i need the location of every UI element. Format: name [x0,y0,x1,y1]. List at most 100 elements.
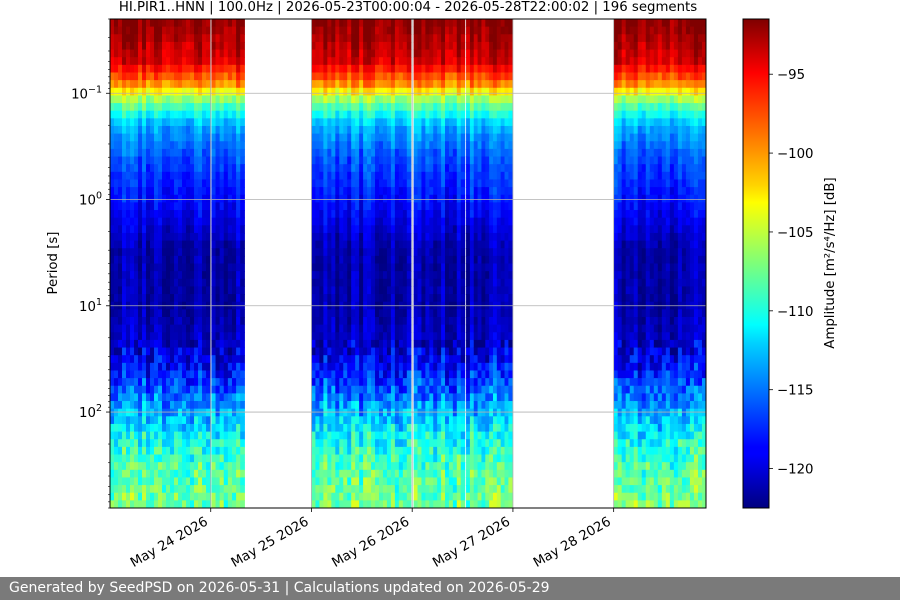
heatmap-cell [379,187,384,196]
heatmap-cell [154,431,159,440]
heatmap-cell [202,362,207,372]
heatmap-cell [331,49,336,58]
heatmap-cell [319,232,324,242]
heatmap-cell [339,485,344,494]
heatmap-cell [390,309,396,318]
heatmap-cell [198,408,203,417]
heatmap-cell [421,26,426,35]
heatmap-cell [174,133,179,142]
heatmap-cell [331,286,336,295]
heatmap-cell [429,423,434,433]
heatmap-cell [150,431,155,440]
heatmap-cell [460,217,466,226]
heatmap-cell [178,431,183,440]
heatmap-cell [198,500,203,508]
heatmap-cell [327,385,332,394]
heatmap-cell [138,378,143,387]
heatmap-cell [134,156,139,165]
heatmap-cell [367,255,372,265]
heatmap-cell [110,278,115,288]
heatmap-cell [477,477,483,486]
heatmap-cell [469,187,475,196]
heatmap-cell [158,95,163,104]
heatmap-cell [236,263,241,272]
heatmap-cell [375,370,380,379]
heatmap-cell [477,41,483,51]
heatmap-cell [445,141,450,150]
heatmap-cell [448,248,454,257]
heatmap-cell [406,179,412,188]
heatmap-cell [441,439,446,448]
heatmap-cell [327,278,332,288]
heatmap-cell [327,324,332,333]
heatmap-cell [240,87,245,97]
heatmap-cell [198,210,203,219]
heatmap-cell [460,385,466,394]
heatmap-cell [319,202,324,211]
heatmap-cell [114,225,119,234]
heatmap-cell [355,332,360,341]
heatmap-cell [146,500,151,508]
heatmap-cell [166,393,171,402]
heatmap-cell [110,49,115,58]
heatmap-cell [186,431,191,440]
heatmap-cell [211,95,217,104]
heatmap-cell [335,324,340,333]
heatmap-cell [190,454,195,463]
heatmap-cell [398,477,404,486]
heatmap-cell [445,309,450,318]
heatmap-cell [118,194,123,203]
heatmap-cell [351,431,356,440]
heatmap-cell [437,286,442,295]
heatmap-cell [114,309,119,318]
heatmap-cell [110,26,115,35]
heatmap-cell [371,210,376,219]
heatmap-cell [142,95,147,104]
heatmap-cell [223,225,229,234]
heatmap-cell [441,80,446,89]
heatmap-cell [134,271,139,280]
heatmap-cell [386,263,392,272]
heatmap-cell [425,49,430,58]
heatmap-cell [445,202,450,211]
heatmap-cell [413,393,419,402]
heatmap-cell [202,324,207,333]
heatmap-cell [421,278,426,288]
heatmap-cell [319,19,324,28]
heatmap-cell [311,171,317,181]
heatmap-cell [460,225,466,234]
heatmap-cell [485,64,490,74]
heatmap-cell [456,64,462,74]
heatmap-cell [138,34,143,43]
heatmap-cell [445,87,450,97]
heatmap-cell [186,446,191,456]
heatmap-cell [466,423,471,433]
heatmap-cell [343,164,348,173]
heatmap-cell [355,347,360,356]
heatmap-cell [126,125,131,135]
heatmap-cell [186,87,191,97]
heatmap-cell [351,347,356,356]
heatmap-cell [473,431,479,440]
heatmap-cell [223,439,229,448]
heatmap-cell [371,110,376,119]
heatmap-cell [118,362,123,372]
heatmap-cell [236,210,241,219]
heatmap-cell [347,225,352,234]
heatmap-cell [240,125,245,135]
heatmap-cell [236,34,241,43]
heatmap-cell [382,49,388,58]
heatmap-cell [182,378,187,387]
heatmap-cell [371,416,376,425]
heatmap-cell [379,355,384,364]
heatmap-cell [110,80,115,89]
heatmap-cell [425,309,430,318]
heatmap-cell [371,263,376,272]
heatmap-cell [481,408,486,417]
heatmap-cell [441,485,446,494]
heatmap-cell [182,179,187,188]
heatmap-cell [315,431,320,440]
heatmap-cell [134,263,139,272]
heatmap-cell [331,316,336,326]
heatmap-cell [445,316,450,326]
